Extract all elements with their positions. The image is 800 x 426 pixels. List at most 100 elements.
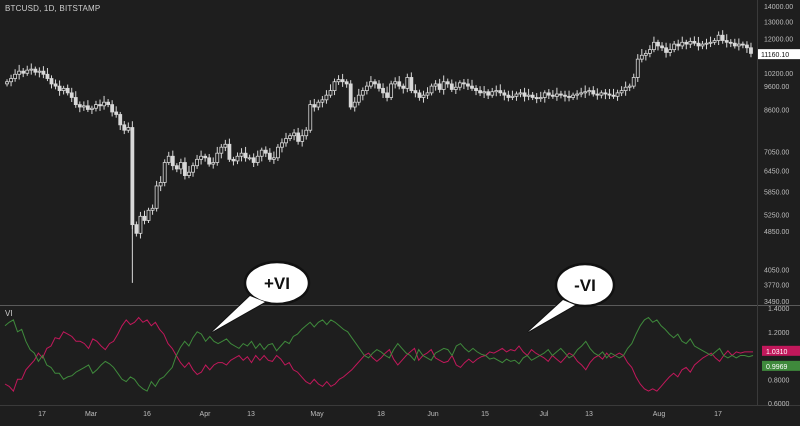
candle [474,85,478,96]
candle [110,100,115,117]
candle [57,80,62,96]
candle [352,97,357,112]
candle [154,180,159,212]
time-tick-label: Jun [427,411,438,418]
candle-body [421,94,426,98]
plus-vi-callout-label: +VI [264,274,290,293]
candle-body [498,90,503,94]
candle-body [110,104,115,113]
candle [656,39,660,51]
candle-body [708,41,713,44]
price-tick-label: 3490.00 [764,299,789,306]
candle-body [437,83,442,90]
candle-body [344,81,349,85]
candle [61,85,66,95]
candle [235,152,240,165]
time-tick-label: 18 [377,411,385,418]
candle [393,77,398,89]
candle-body [356,94,361,103]
candle-body [65,87,70,94]
candle [328,84,333,98]
candle [437,78,442,93]
candle [684,39,689,50]
candle [615,89,620,101]
candle-body [170,155,175,167]
candle [90,105,94,114]
candle [522,87,527,102]
candle [81,101,86,111]
candle [231,156,236,166]
candle [336,75,341,85]
candle-body [267,152,272,160]
candle-body [716,34,721,41]
candle [13,69,18,82]
candle [696,36,701,51]
candle-body [138,215,143,234]
last-price-badge [758,49,800,60]
candle [668,43,673,57]
candle [360,87,365,101]
candle-body [619,90,624,94]
candle [692,36,697,46]
candle-body [587,90,592,93]
plus-vi-value: 0.9969 [766,364,788,371]
candle [69,87,74,102]
candle-body [413,90,418,94]
candle [219,144,224,159]
candle-body [623,86,628,91]
candle-body [276,146,280,159]
candle [660,42,664,51]
vi-tick-label: 0.8000 [768,377,790,384]
candle-body [162,162,167,183]
candle [195,154,199,169]
candle-body [389,83,394,98]
candle [664,42,668,58]
candle-body [9,78,13,83]
candle-body [639,54,644,60]
symbol-label: BTCUSD, 1D, BITSTAMP [5,4,101,13]
candle-body [122,124,127,131]
candle-body [146,209,151,221]
candle-body [215,152,220,163]
candle-body [199,155,203,160]
candle-body [49,78,54,85]
time-tick-label: Mar [85,411,98,418]
candle-body [227,143,232,160]
candle [187,165,191,179]
candle-body [126,127,131,131]
candle-body [615,92,620,97]
candle-body [668,49,673,53]
candle [518,89,523,98]
candle [405,73,410,93]
candle [587,87,592,96]
candle-body [688,41,693,45]
plus-vi-callout: +VI [211,260,311,333]
candle-body [740,43,745,46]
candle [623,81,628,96]
candle-body [385,92,389,98]
minus-vi-callout-bubble [554,262,616,308]
candle-body [680,41,685,47]
candle [251,153,256,168]
candle-body [13,73,18,79]
candle-body [41,70,46,75]
candle-body [470,85,474,89]
candle-body [85,105,90,110]
candle [65,84,70,96]
time-tick-label: May [310,411,324,418]
candle [324,90,329,104]
candle-body [219,146,224,154]
candle-body [154,185,159,209]
price-tick-label: 13000.00 [764,20,793,27]
candle [142,210,147,225]
candle-body [284,138,288,144]
candle [563,90,567,102]
candle [559,90,563,99]
candle [239,148,244,162]
price-tick-label: 5850.00 [764,189,789,196]
vi-tick-label: 0.6000 [768,401,790,408]
candle-body [546,92,551,96]
candle-body [207,157,212,165]
candle [316,99,321,111]
